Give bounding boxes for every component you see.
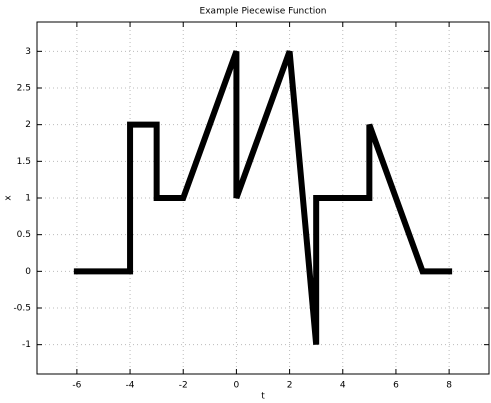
x-tick-label: -2: [179, 381, 188, 391]
x-tick-label: 2: [287, 381, 293, 391]
y-tick-label: 0: [25, 267, 31, 277]
plot-frame: [36, 21, 490, 375]
line-series: [73, 50, 453, 345]
y-tick-label: 3: [25, 47, 31, 57]
y-tick-label: 0.5: [17, 230, 31, 240]
x-tick-label: 0: [234, 381, 240, 391]
y-tick-label: -1: [22, 340, 31, 350]
y-tick-label: 1: [25, 194, 31, 204]
x-tick-label: -4: [126, 381, 135, 391]
chart-title: Example Piecewise Function: [200, 7, 327, 17]
x-tick-label: 8: [446, 381, 452, 391]
x-axis-label: t: [261, 392, 265, 402]
x-tick-label: -6: [72, 381, 81, 391]
y-axis-label: x: [4, 195, 14, 201]
y-tick-label: 2: [25, 120, 31, 130]
y-tick-label: 2.5: [17, 84, 31, 94]
x-tick-label: 4: [340, 381, 346, 391]
y-tick-label: -0.5: [13, 304, 31, 314]
x-tick-label: 6: [393, 381, 399, 391]
y-tick-label: 1.5: [17, 157, 31, 167]
